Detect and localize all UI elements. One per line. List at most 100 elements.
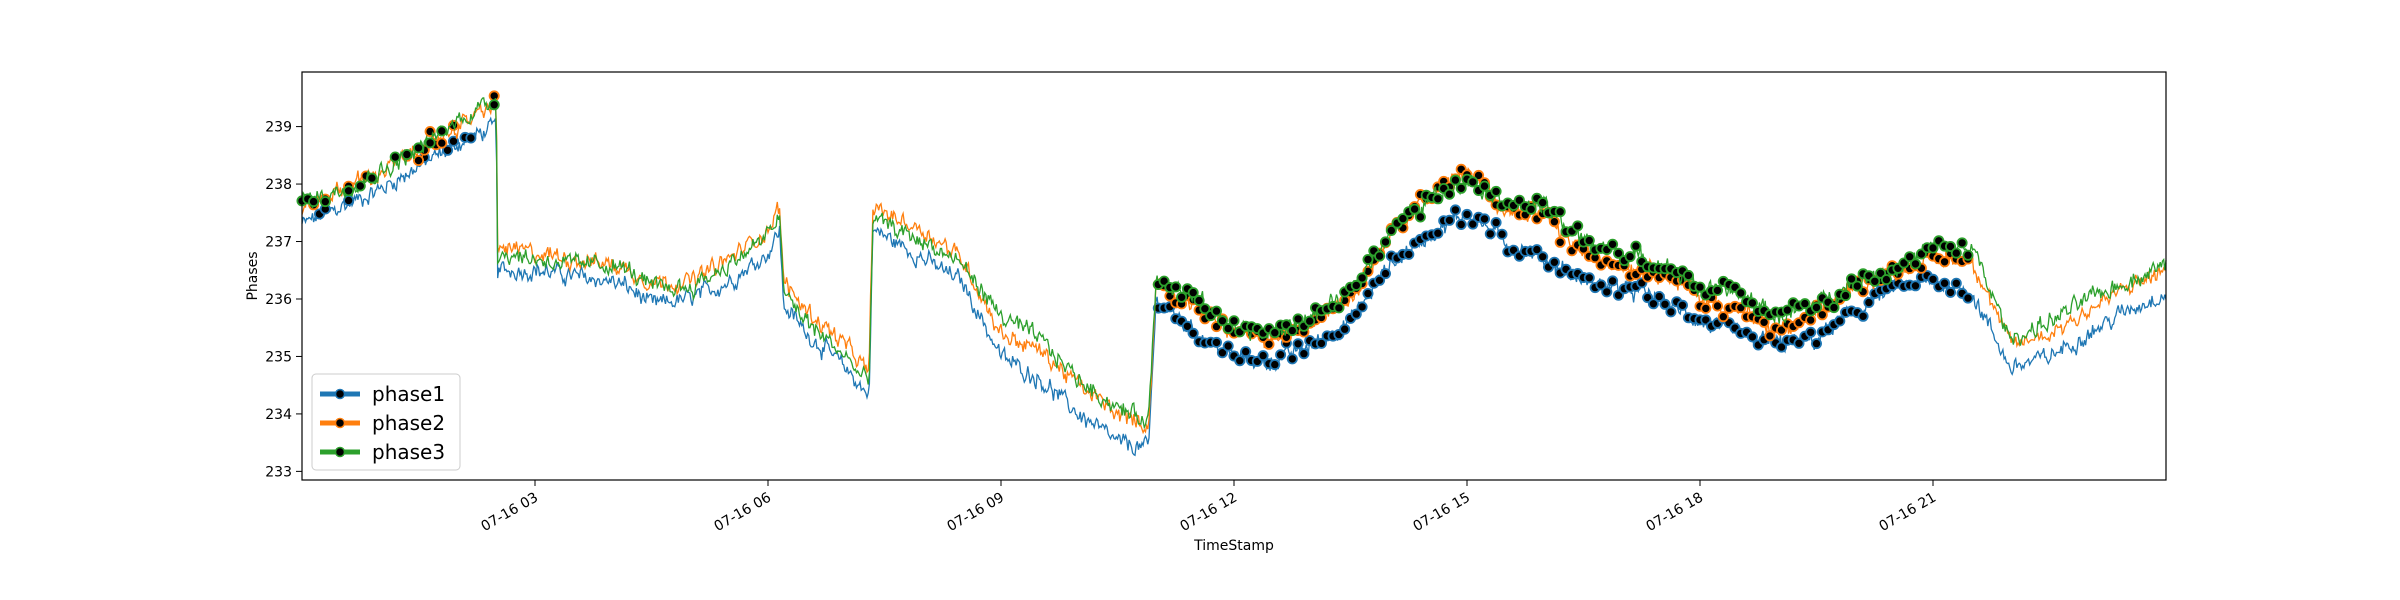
data-point <box>1945 240 1957 252</box>
data-point <box>1595 279 1607 291</box>
series-markers-phase3 <box>296 99 1974 339</box>
data-point <box>1444 214 1456 226</box>
data-point <box>1682 269 1694 281</box>
data-point <box>1659 298 1671 310</box>
data-point <box>1572 220 1584 232</box>
data-point <box>1735 287 1747 299</box>
data-point <box>1910 280 1922 292</box>
data-point <box>1525 203 1537 215</box>
data-point <box>1548 216 1560 228</box>
data-point <box>1414 211 1426 223</box>
data-point <box>1950 247 1962 259</box>
data-point <box>343 185 355 197</box>
data-point <box>1187 327 1199 339</box>
data-point <box>1467 176 1479 188</box>
legend-marker <box>334 388 346 400</box>
data-point <box>1479 213 1491 225</box>
data-point <box>1601 286 1613 298</box>
data-point <box>1554 206 1566 218</box>
data-point <box>1758 316 1770 328</box>
data-point <box>1350 308 1362 320</box>
data-point <box>366 172 378 184</box>
series-markers-phase1 <box>313 131 1974 371</box>
data-point <box>1939 277 1951 289</box>
data-point <box>1647 298 1659 310</box>
data-point <box>319 196 331 208</box>
data-point <box>1333 302 1345 314</box>
data-point <box>1910 258 1922 270</box>
series-phase1 <box>301 116 2167 457</box>
data-point <box>1828 302 1840 314</box>
data-point <box>1449 174 1461 186</box>
data-point <box>1548 256 1560 268</box>
y-tick-label: 234 <box>265 407 292 423</box>
data-point <box>1537 197 1549 209</box>
data-point <box>1176 291 1188 303</box>
data-point <box>1181 320 1193 332</box>
data-point <box>412 154 424 166</box>
data-point <box>1449 204 1461 216</box>
data-point <box>1712 300 1724 312</box>
data-point <box>1350 279 1362 291</box>
legend-label: phase1 <box>372 382 445 406</box>
data-point <box>1805 326 1817 338</box>
data-point <box>1857 310 1869 322</box>
data-point <box>1927 242 1939 254</box>
data-point <box>1444 188 1456 200</box>
data-point <box>1479 180 1491 192</box>
data-point <box>389 151 401 163</box>
data-point <box>436 125 448 137</box>
data-point <box>442 144 454 156</box>
legend-box <box>311 373 461 471</box>
legend-label: phase2 <box>372 411 445 435</box>
x-axis-label: TimeStamp <box>1193 538 1274 554</box>
data-point <box>1193 294 1205 306</box>
legend-marker <box>334 446 346 458</box>
data-point <box>1216 347 1228 359</box>
data-point <box>424 137 436 149</box>
data-point <box>1455 182 1467 194</box>
data-point <box>1455 218 1467 230</box>
y-tick-label: 233 <box>265 464 292 480</box>
data-point <box>1624 251 1636 263</box>
data-point <box>1956 237 1968 249</box>
data-point <box>1409 203 1421 215</box>
data-point <box>1490 216 1502 228</box>
data-point <box>1781 304 1793 316</box>
data-point <box>1374 274 1386 286</box>
data-point <box>308 196 320 208</box>
data-point <box>1904 251 1916 263</box>
data-point <box>1199 303 1211 315</box>
y-tick-label: 237 <box>265 235 292 251</box>
data-point <box>1269 327 1281 339</box>
data-point <box>1292 338 1304 350</box>
legend-item-phase3: phase3 <box>320 440 445 464</box>
data-point <box>1222 340 1234 352</box>
data-point <box>1380 236 1392 248</box>
data-point <box>1939 256 1951 268</box>
data-point <box>1304 315 1316 327</box>
data-point <box>1298 348 1310 360</box>
data-point <box>1805 314 1817 326</box>
data-point <box>436 137 448 149</box>
data-point <box>488 99 500 111</box>
data-point <box>401 148 413 160</box>
data-point <box>1362 287 1374 299</box>
data-point <box>354 180 366 192</box>
data-point <box>1811 338 1823 350</box>
data-point <box>1490 185 1502 197</box>
data-point <box>1694 281 1706 293</box>
data-point <box>1834 315 1846 327</box>
data-point <box>1811 301 1823 313</box>
data-point <box>1607 238 1619 250</box>
data-point <box>1275 349 1287 361</box>
data-point <box>1461 208 1473 220</box>
data-point <box>1374 250 1386 262</box>
data-point <box>1362 253 1374 265</box>
data-point <box>1962 292 1974 304</box>
data-point <box>1269 359 1281 371</box>
data-point <box>1962 249 1974 261</box>
data-point <box>1280 331 1292 343</box>
data-point <box>1746 297 1758 309</box>
data-point <box>1700 302 1712 314</box>
